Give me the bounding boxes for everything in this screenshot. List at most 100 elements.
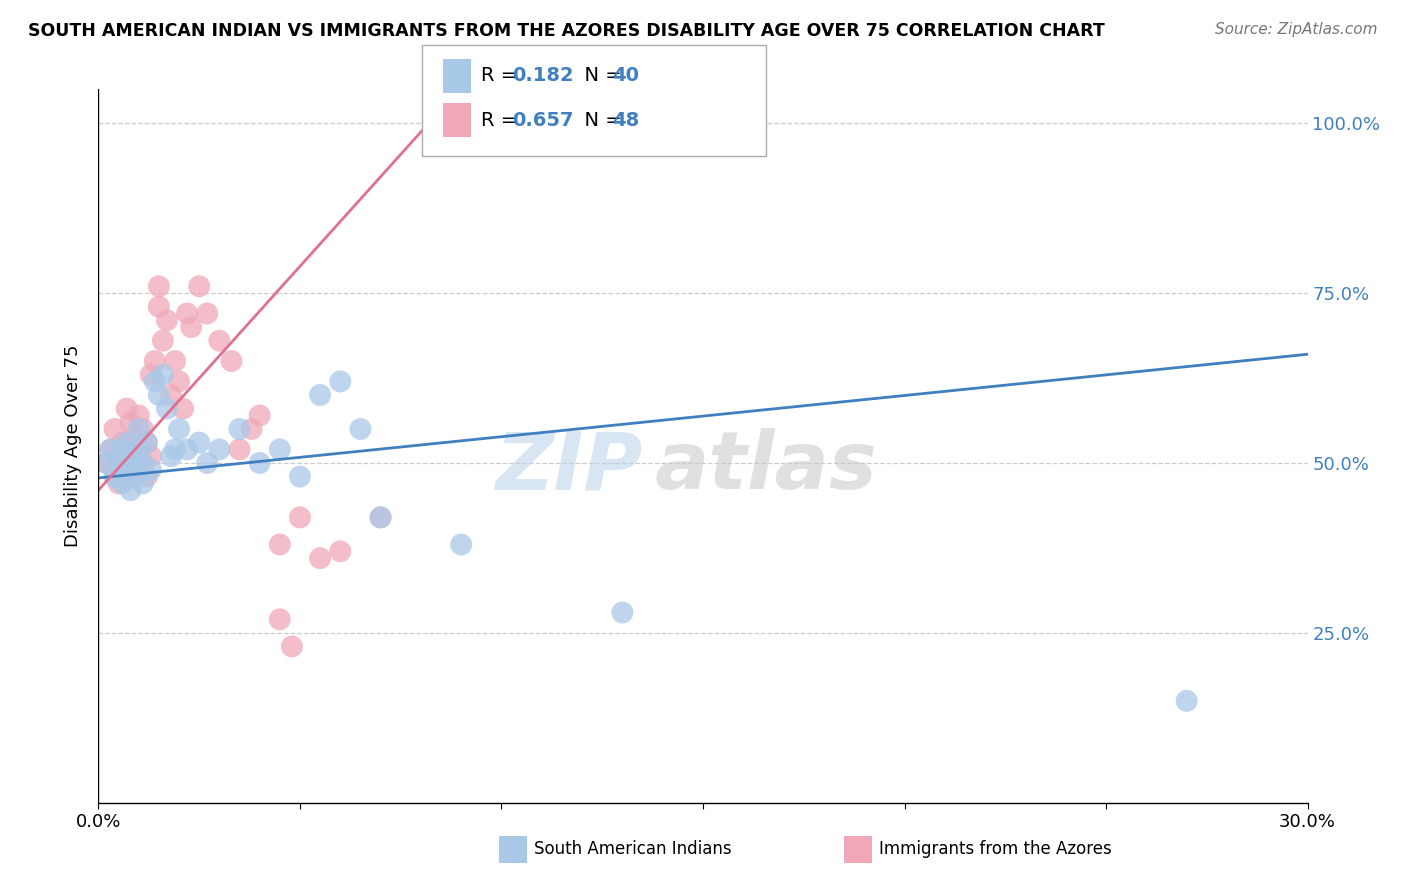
Point [111, 435, 134, 450]
Point [132, 476, 155, 491]
Point [288, 469, 311, 483]
Point [163, 354, 186, 368]
Point [128, 409, 150, 423]
Text: SOUTH AMERICAN INDIAN VS IMMIGRANTS FROM THE AZORES DISABILITY AGE OVER 75 CORRE: SOUTH AMERICAN INDIAN VS IMMIGRANTS FROM… [28, 22, 1105, 40]
Point [176, 442, 198, 457]
Point [269, 537, 291, 551]
Point [156, 313, 179, 327]
Text: R =: R = [481, 111, 523, 130]
Point [195, 456, 218, 470]
Point [120, 483, 142, 498]
Point [124, 429, 146, 443]
Point [188, 435, 211, 450]
Point [120, 456, 142, 470]
Point [96, 456, 118, 470]
Point [240, 422, 263, 436]
Point [115, 435, 138, 450]
Point [208, 442, 231, 457]
Text: N =: N = [572, 111, 628, 130]
Point [115, 401, 138, 416]
Point [103, 463, 125, 477]
Point [128, 442, 150, 457]
Point [103, 422, 125, 436]
Point [249, 456, 271, 470]
Text: ZIP: ZIP [495, 428, 643, 507]
Point [107, 449, 129, 463]
Point [148, 388, 170, 402]
Point [132, 456, 155, 470]
Text: Source: ZipAtlas.com: Source: ZipAtlas.com [1215, 22, 1378, 37]
Text: 48: 48 [612, 111, 638, 130]
Point [152, 368, 174, 382]
Text: N =: N = [572, 66, 628, 86]
Text: Immigrants from the Azores: Immigrants from the Azores [879, 840, 1112, 858]
Point [195, 306, 218, 320]
Point [370, 510, 392, 524]
Point [156, 401, 179, 416]
Point [115, 463, 138, 477]
Point [103, 469, 125, 483]
Text: 0.657: 0.657 [512, 111, 574, 130]
Point [115, 442, 138, 457]
Point [269, 442, 291, 457]
Point [128, 422, 150, 436]
Point [176, 306, 198, 320]
Point [111, 476, 134, 491]
Point [160, 449, 183, 463]
Point [139, 449, 162, 463]
Point [329, 375, 352, 389]
Point [612, 606, 634, 620]
Text: South American Indians: South American Indians [534, 840, 733, 858]
Point [349, 422, 371, 436]
Point [249, 409, 271, 423]
Point [288, 510, 311, 524]
Point [450, 537, 472, 551]
Point [100, 442, 122, 457]
Point [221, 354, 243, 368]
Text: R =: R = [481, 66, 523, 86]
Point [167, 422, 190, 436]
Text: 40: 40 [612, 66, 638, 86]
Point [124, 463, 146, 477]
Point [228, 422, 250, 436]
Y-axis label: Disability Age Over 75: Disability Age Over 75 [65, 344, 83, 548]
Point [139, 368, 162, 382]
Point [370, 510, 392, 524]
Point [135, 469, 157, 483]
Point [309, 388, 332, 402]
Point [143, 354, 166, 368]
Point [120, 449, 142, 463]
Point [228, 442, 250, 457]
Point [163, 442, 186, 457]
Point [135, 435, 157, 450]
Point [124, 456, 146, 470]
Text: atlas: atlas [655, 428, 877, 507]
Point [128, 442, 150, 457]
Point [115, 469, 138, 483]
Point [111, 456, 134, 470]
Text: 0.182: 0.182 [512, 66, 574, 86]
Point [124, 469, 146, 483]
Point [120, 415, 142, 429]
Point [160, 388, 183, 402]
Point [132, 422, 155, 436]
Point [100, 442, 122, 457]
Point [152, 334, 174, 348]
Point [148, 279, 170, 293]
Point [180, 320, 202, 334]
Point [309, 551, 332, 566]
Point [208, 334, 231, 348]
Point [107, 476, 129, 491]
Point [96, 456, 118, 470]
Point [132, 456, 155, 470]
Point [1175, 694, 1198, 708]
Point [143, 375, 166, 389]
Point [107, 456, 129, 470]
Point [188, 279, 211, 293]
Point [172, 401, 194, 416]
Point [148, 300, 170, 314]
Point [269, 612, 291, 626]
Point [111, 442, 134, 457]
Point [139, 463, 162, 477]
Point [281, 640, 304, 654]
